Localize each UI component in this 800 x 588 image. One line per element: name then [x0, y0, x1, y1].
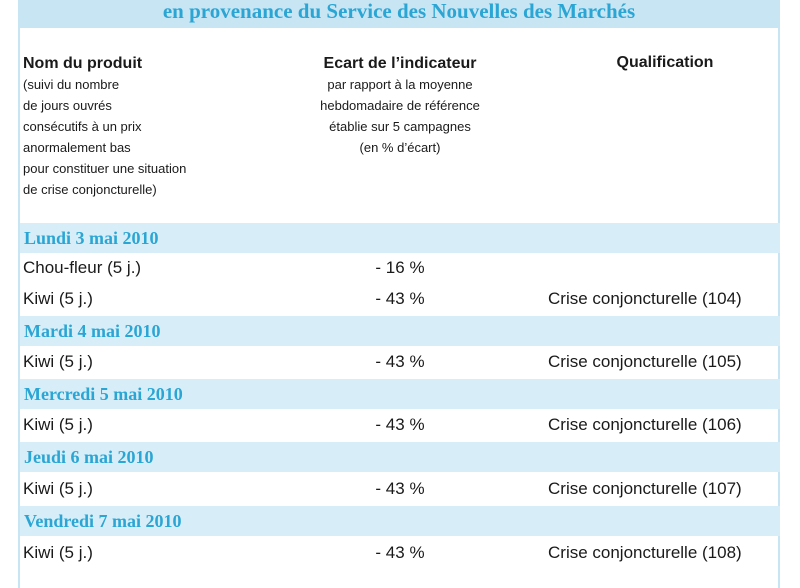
- header-qualification: Qualification: [560, 54, 770, 72]
- gap-cell: - 43 %: [375, 415, 425, 434]
- header-indicator-sub-1: par rapport à la moyenne: [327, 77, 473, 92]
- product-cell: Kiwi (5 j.): [23, 352, 93, 371]
- product-cell: Kiwi (5 j.): [23, 479, 93, 498]
- product-cell: Chou-fleur (5 j.): [23, 258, 142, 277]
- gap-cell: - 43 %: [375, 479, 425, 498]
- table-row: Kiwi (5 j.) - 43 % Crise conjoncturelle …: [20, 474, 780, 504]
- qualification-cell: Crise conjoncturelle (107): [548, 479, 742, 498]
- table-row: Kiwi (5 j.) - 43 % Crise conjoncturelle …: [20, 284, 780, 314]
- gap-cell: - 16 %: [375, 258, 425, 277]
- gap-cell: - 43 %: [375, 352, 425, 371]
- date-row: Mardi 4 mai 2010: [20, 316, 780, 346]
- qualification-cell: Crise conjoncturelle (105): [548, 352, 742, 371]
- date-row: Jeudi 6 mai 2010: [20, 442, 780, 472]
- date-row: Lundi 3 mai 2010: [20, 223, 780, 253]
- header-product-sub-2: de jours ouvrés: [23, 98, 112, 113]
- header-indicator: Ecart de l’indicateur par rapport à la m…: [290, 54, 510, 158]
- date-label: Lundi 3 mai 2010: [24, 227, 159, 248]
- qualification-cell: Crise conjoncturelle (106): [548, 415, 742, 434]
- header-product-sub-4: anormalement bas: [23, 140, 131, 155]
- qualification-cell: Crise conjoncturelle (104): [548, 289, 742, 308]
- date-label: Mercredi 5 mai 2010: [24, 383, 183, 404]
- product-cell: Kiwi (5 j.): [23, 415, 93, 434]
- product-cell: Kiwi (5 j.): [23, 289, 93, 308]
- header-product-title: Nom du produit: [23, 55, 143, 72]
- header-indicator-title: Ecart de l’indicateur: [323, 55, 477, 72]
- header-indicator-sub-2: hebdomadaire de référence: [320, 98, 480, 113]
- date-row: Mercredi 5 mai 2010: [20, 379, 780, 409]
- table-row: Kiwi (5 j.) - 43 % Crise conjoncturelle …: [20, 538, 780, 568]
- header-product: Nom du produit (suivi du nombre de jours…: [23, 54, 283, 200]
- date-label: Mardi 4 mai 2010: [24, 320, 161, 341]
- header-product-sub-3: consécutifs à un prix: [23, 119, 142, 134]
- table-row: Kiwi (5 j.) - 43 % Crise conjoncturelle …: [20, 347, 780, 377]
- header-product-sub-1: (suivi du nombre: [23, 77, 120, 92]
- gap-cell: - 43 %: [375, 543, 425, 562]
- header-indicator-sub-3: établie sur 5 campagnes: [329, 119, 471, 134]
- table-row: Chou-fleur (5 j.) - 16 %: [20, 253, 780, 283]
- date-label: Vendredi 7 mai 2010: [24, 510, 182, 531]
- header-product-sub-6: de crise conjoncturelle): [23, 182, 157, 197]
- date-label: Jeudi 6 mai 2010: [24, 446, 154, 467]
- qualification-cell: Crise conjoncturelle (108): [548, 543, 742, 562]
- table-row: Kiwi (5 j.) - 43 % Crise conjoncturelle …: [20, 410, 780, 440]
- header-qualification-title: Qualification: [616, 54, 714, 71]
- title-band: en provenance du Service des Nouvelles d…: [18, 0, 780, 28]
- header-product-sub-5: pour constituer une situation: [23, 161, 187, 176]
- date-row: Vendredi 7 mai 2010: [20, 506, 780, 536]
- product-cell: Kiwi (5 j.): [23, 543, 93, 562]
- table-frame: [18, 28, 780, 588]
- gap-cell: - 43 %: [375, 289, 425, 308]
- table-title: en provenance du Service des Nouvelles d…: [162, 0, 636, 23]
- header-indicator-sub-4: (en % d’écart): [359, 140, 441, 155]
